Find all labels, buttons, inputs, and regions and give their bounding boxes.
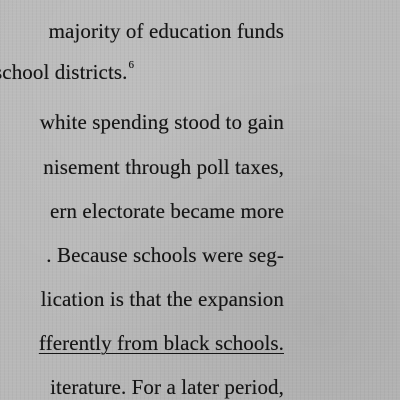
text-line-3: white spending stood to gain <box>39 110 284 134</box>
footnote-marker: 6 <box>128 59 135 71</box>
text-line-8: fferently from black schools. <box>38 331 284 355</box>
text-line-9: iterature. For a later period, <box>50 375 284 399</box>
text-line-6: . Because schools were seg- <box>46 243 284 267</box>
text-line-1: majority of education funds <box>48 19 284 43</box>
text-line-2: school districts.6 <box>0 59 135 84</box>
text-line-7: lication is that the expansion <box>40 287 284 311</box>
text-line-4: nisement through poll taxes, <box>43 155 284 179</box>
text-line-5: ern electorate became more <box>49 199 284 223</box>
